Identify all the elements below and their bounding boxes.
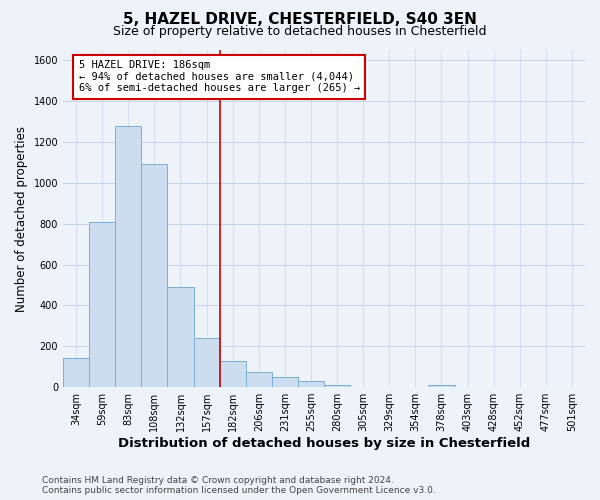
- Bar: [63, 358, 89, 387]
- Bar: [428, 386, 455, 387]
- Bar: [246, 372, 272, 387]
- Text: 5 HAZEL DRIVE: 186sqm
← 94% of detached houses are smaller (4,044)
6% of semi-de: 5 HAZEL DRIVE: 186sqm ← 94% of detached …: [79, 60, 360, 94]
- Bar: [167, 287, 194, 387]
- Bar: [194, 338, 220, 387]
- Bar: [142, 164, 167, 387]
- Bar: [272, 377, 298, 387]
- Text: Contains HM Land Registry data © Crown copyright and database right 2024.
Contai: Contains HM Land Registry data © Crown c…: [42, 476, 436, 495]
- Bar: [298, 382, 324, 387]
- Bar: [220, 360, 246, 387]
- Text: 5, HAZEL DRIVE, CHESTERFIELD, S40 3EN: 5, HAZEL DRIVE, CHESTERFIELD, S40 3EN: [123, 12, 477, 28]
- Bar: [89, 222, 115, 387]
- Bar: [115, 126, 142, 387]
- Text: Size of property relative to detached houses in Chesterfield: Size of property relative to detached ho…: [113, 25, 487, 38]
- Bar: [324, 385, 350, 387]
- X-axis label: Distribution of detached houses by size in Chesterfield: Distribution of detached houses by size …: [118, 437, 530, 450]
- Y-axis label: Number of detached properties: Number of detached properties: [15, 126, 28, 312]
